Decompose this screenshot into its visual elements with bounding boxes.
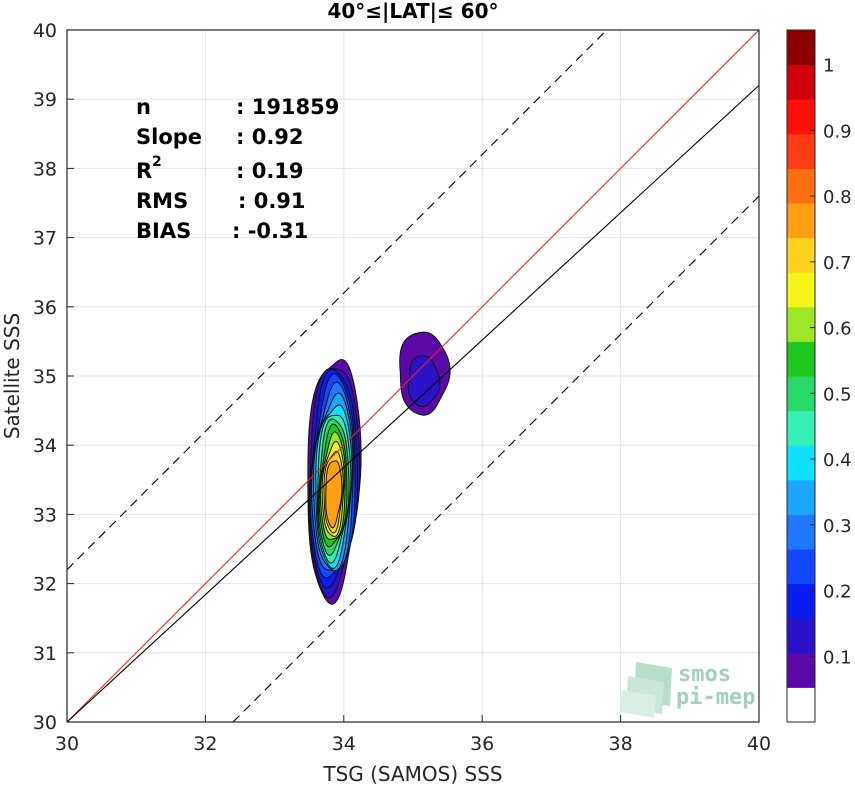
stat-n-value: : 191859 [236,95,339,119]
colorbar-tick-label: 0.8 [823,187,852,208]
colorbar-frame [786,29,816,723]
colorbar-segment [787,237,815,273]
stats-box: n : 191859 Slope : 0.92 R 2 : 0.19 RMS :… [136,95,339,243]
colorbar-tick-label: 0.9 [823,121,852,142]
reference-lines [66,29,760,723]
colorbar-segment [787,583,815,619]
y-tick-label: 35 [33,366,57,388]
colorbar-tick-label: 0.3 [823,516,852,537]
stat-rms-value: : 0.91 [238,189,306,213]
y-tick-label: 31 [33,643,57,665]
colorbar-segment [787,445,815,481]
stat-bias-value: : -0.31 [232,219,308,243]
colorbar-segment [787,203,815,239]
colorbar-tick-label: 1 [823,56,834,77]
colorbar-segment [787,514,815,550]
watermark-line1: smos [678,662,731,687]
colorbar-segment [787,618,815,654]
colorbar-segment [787,272,815,308]
colorbar-tick-label: 0.7 [823,253,852,274]
y-axis-ticks: 30 31 32 33 34 35 36 37 38 39 40 [33,20,74,734]
colorbar-segment [787,410,815,446]
colorbar-segment [787,549,815,585]
colorbar [786,29,816,723]
colorbar-segment [787,652,815,688]
colorbar-ticks: 0.1 0.2 0.3 0.4 0.5 0.6 0.7 0.8 0.9 1 [810,56,852,668]
colorbar-segment [787,479,815,515]
stat-bias-label: BIAS [136,219,191,243]
stat-slope-value: : 0.92 [236,125,304,149]
colorbar-tick-label: 0.5 [823,384,852,405]
y-tick-label: 39 [33,89,57,111]
contour-level [407,355,441,408]
stat-r2-value: : 0.19 [236,159,304,183]
fit-line [66,84,760,723]
colorbar-segment [787,341,815,377]
x-tick-label: 40 [747,733,771,755]
identity-line [66,29,760,723]
colorbar-segment [787,99,815,135]
lower-line [232,195,760,723]
stat-slope-label: Slope [136,125,202,149]
y-tick-label: 38 [33,158,57,180]
chart-title: 40°≤|LAT|≤ 60° [327,0,498,23]
x-tick-label: 32 [193,733,217,755]
density-contours [307,331,451,605]
stat-r2-superscript: 2 [152,154,162,170]
x-axis-label: TSG (SAMOS) SSS [322,762,502,786]
colorbar-segment [787,306,815,342]
y-axis-label: Satellite SSS [0,313,24,439]
y-tick-label: 32 [33,574,57,596]
colorbar-segment [787,133,815,169]
y-tick-label: 30 [33,712,57,734]
x-tick-label: 30 [55,733,79,755]
colorbar-segment [787,168,815,204]
smos-logo-icon [620,662,672,718]
colorbar-tick-label: 0.4 [823,450,852,471]
y-tick-label: 33 [33,504,57,526]
y-tick-label: 40 [33,20,57,42]
y-tick-label: 34 [33,435,57,457]
colorbar-segment [787,64,815,100]
grid [66,29,760,723]
x-axis-ticks: 30 32 34 36 38 40 [55,715,771,755]
colorbar-tick-label: 0.1 [823,647,852,668]
upper-line [66,29,608,571]
stat-r2-label: R [136,159,152,183]
colorbar-tick-label: 0.2 [823,582,852,603]
watermark-line2: pi-mep [676,685,755,710]
stat-rms-label: RMS [136,189,188,213]
colorbar-segment [787,30,815,66]
colorbar-segment [787,687,815,723]
colorbar-tick-label: 0.6 [823,319,852,340]
contour-level [325,460,343,529]
x-tick-label: 36 [470,733,494,755]
x-tick-label: 38 [609,733,633,755]
y-tick-label: 36 [33,297,57,319]
smos-pimep-watermark: smos pi-mep [620,662,755,718]
x-tick-label: 34 [332,733,356,755]
y-tick-label: 37 [33,228,57,250]
stat-n-label: n [136,95,151,119]
